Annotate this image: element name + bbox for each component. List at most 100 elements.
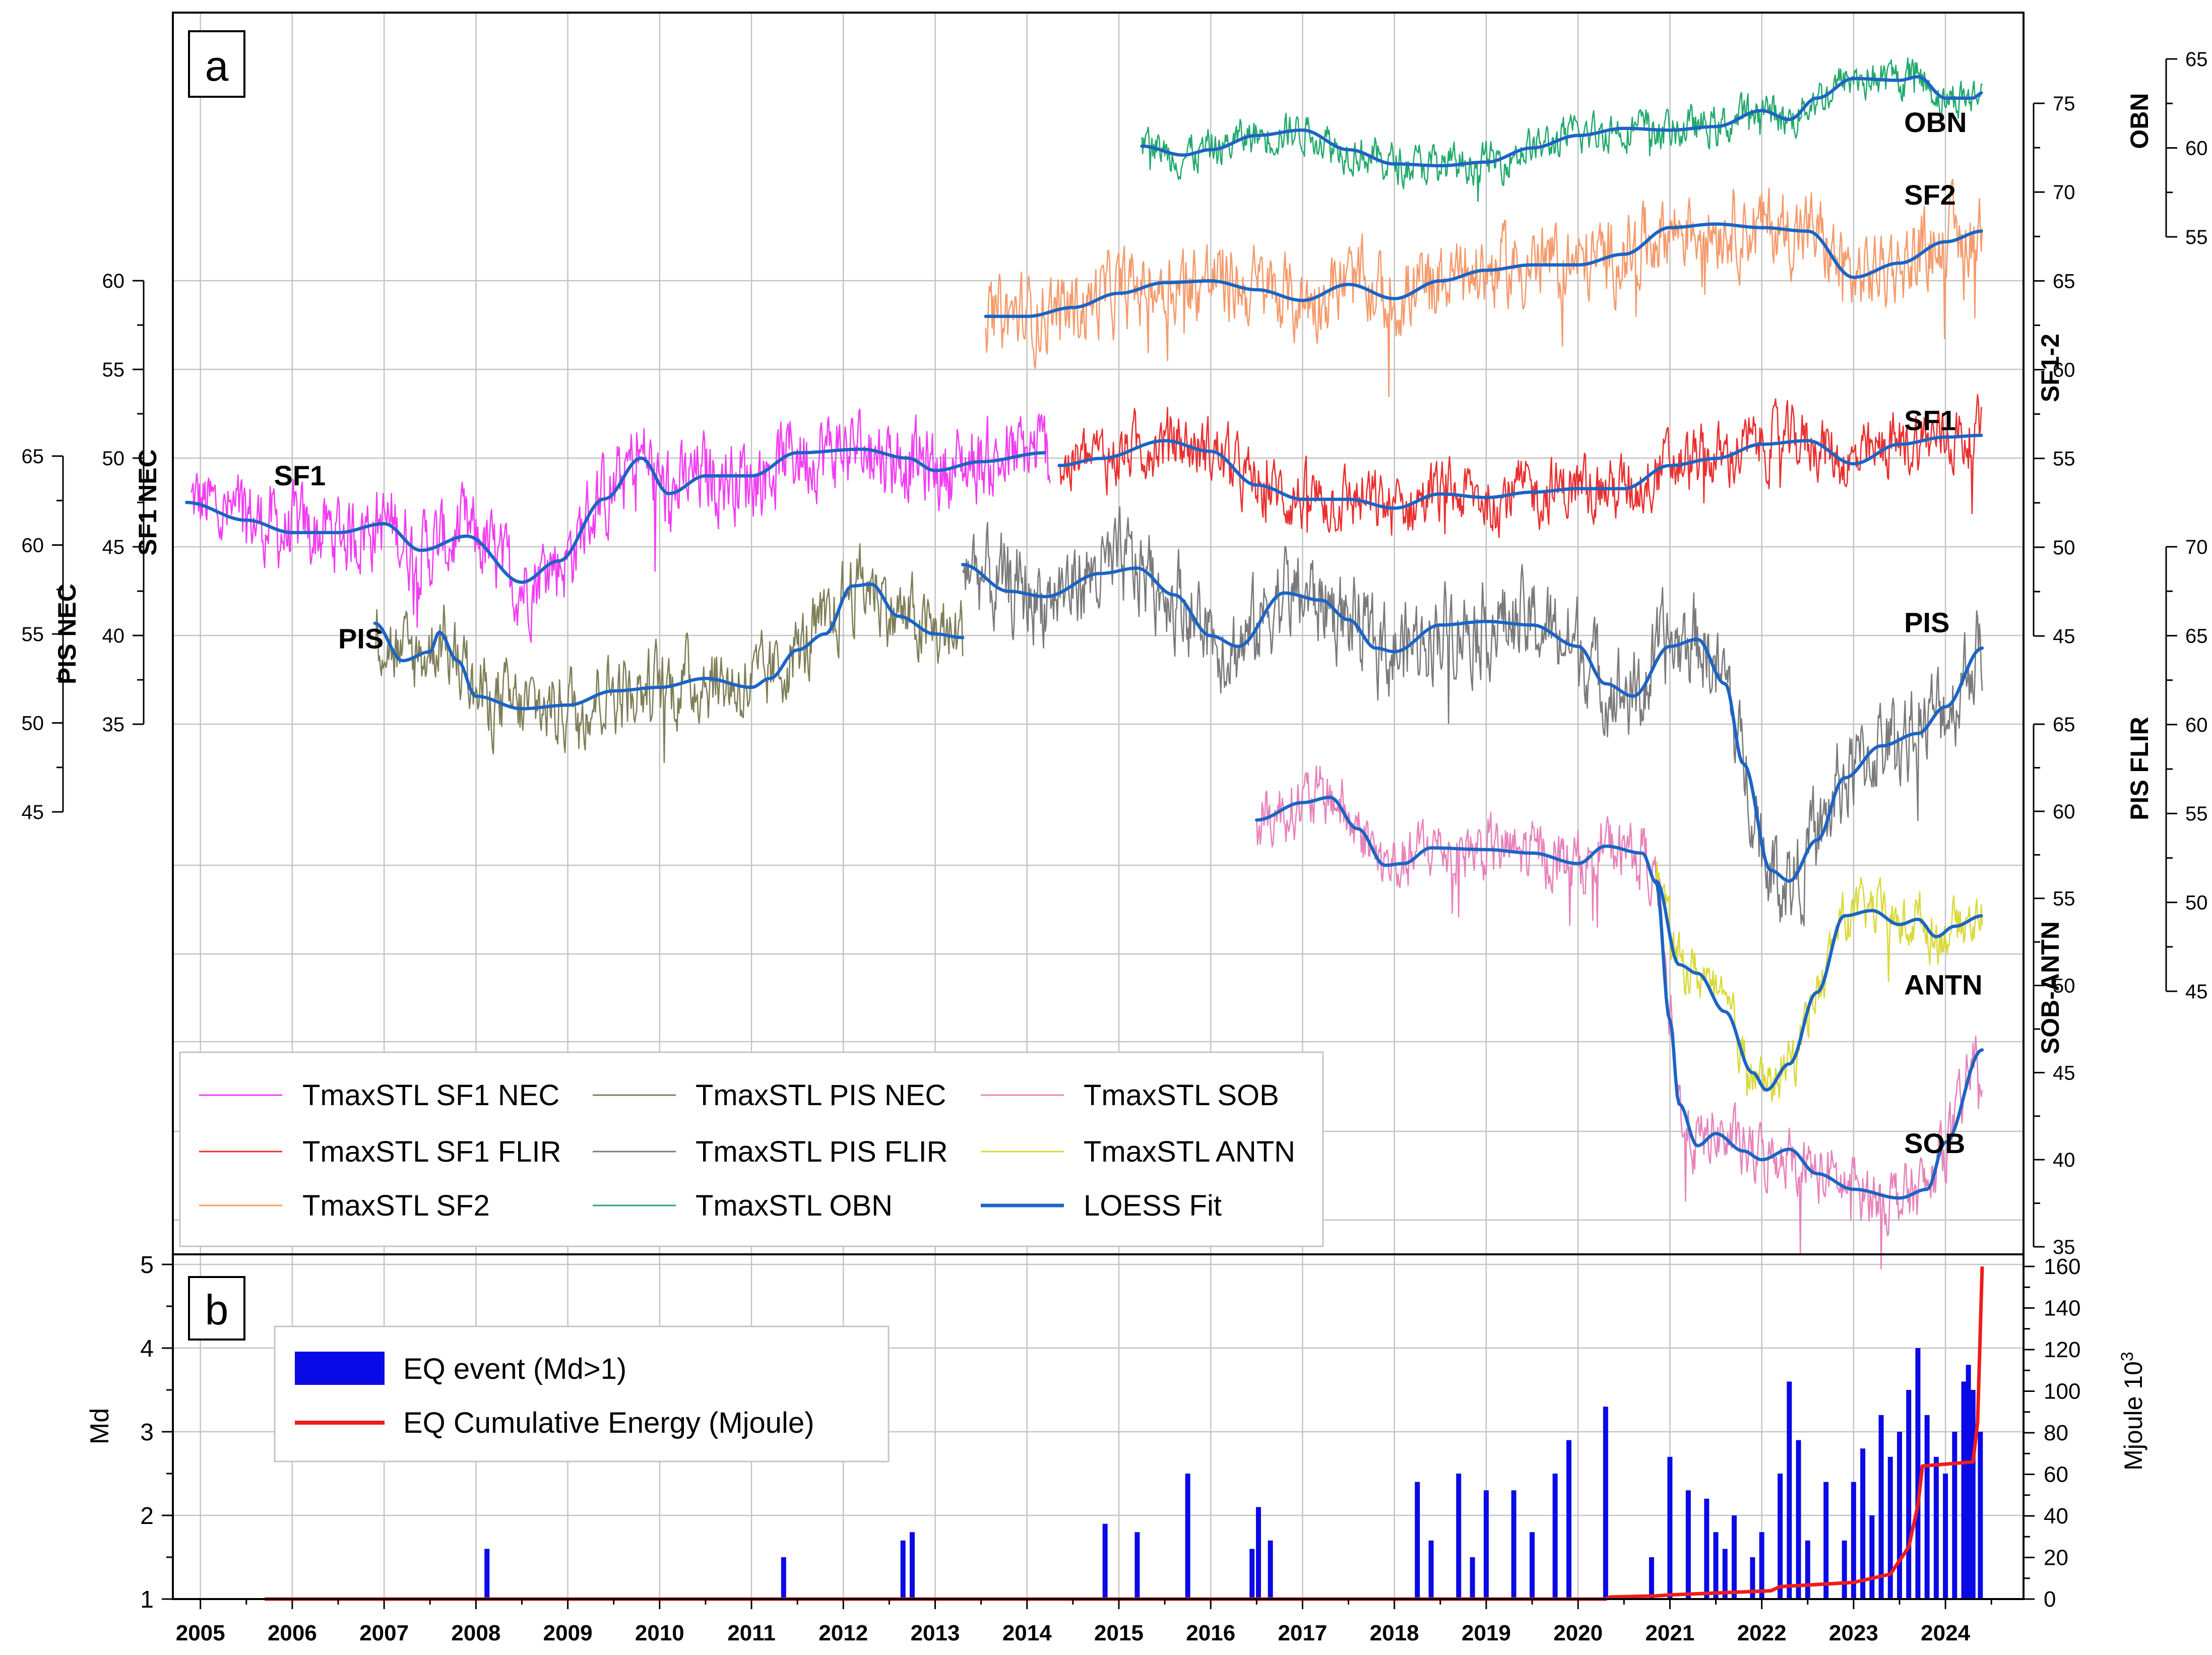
eq-event-bar	[1906, 1390, 1912, 1599]
eq-event-bar	[1649, 1557, 1654, 1599]
legend-label: TmaxSTL PIS FLIR	[696, 1135, 948, 1168]
series-label: SF1	[1904, 405, 1956, 436]
axis-tick-label: 70	[2185, 536, 2208, 558]
series-labels: SF1 PIS OBN SF2 SF1 PIS ANTN SOB	[274, 106, 1982, 1159]
loess-fit-line	[984, 222, 1983, 319]
axis-title: PIS FLIR	[2125, 717, 2154, 820]
eq-event-bar	[1860, 1448, 1866, 1599]
panel-label-box	[188, 30, 245, 98]
plot-frame-b	[172, 1253, 2025, 1600]
eq-event-bar	[1970, 1390, 1976, 1599]
axis-tick-label: 160	[2044, 1254, 2080, 1279]
loess-fit-line	[1140, 75, 1983, 168]
eq-event-bar	[1722, 1549, 1728, 1599]
axis-tick-label: 35	[102, 714, 125, 736]
legend-label: TmaxSTL PIS NEC	[696, 1079, 946, 1112]
x-tick-label: 2011	[727, 1621, 775, 1645]
axis-tick-label: 35	[2053, 1236, 2075, 1258]
legend-label: TmaxSTL SF1 FLIR	[302, 1135, 561, 1168]
x-tick-label: 2019	[1462, 1621, 1511, 1645]
eq-event-bar	[1897, 1432, 1902, 1599]
axis-tick-label: 4	[140, 1335, 154, 1362]
axis-tick-label: 45	[102, 536, 125, 558]
x-tick-label: 2023	[1829, 1621, 1878, 1645]
x-tick-label: 2018	[1370, 1621, 1419, 1645]
eq-event-bar	[1470, 1557, 1475, 1599]
axis-tick-label: 55	[2185, 803, 2208, 825]
x-tick-label: 2009	[543, 1621, 593, 1645]
axis-tick-label: 0	[2044, 1587, 2056, 1612]
eq-event-bar	[1750, 1557, 1755, 1599]
eq-event-bar	[1878, 1415, 1884, 1599]
x-tick-label: 2007	[359, 1621, 409, 1645]
loess-fit-line	[1255, 795, 1984, 1200]
eq-event-bar	[1869, 1515, 1875, 1599]
x-tick-label: 2021	[1645, 1621, 1694, 1645]
axis-tick-label: 75	[2053, 93, 2075, 115]
axis-tick-label: 55	[2185, 226, 2208, 248]
axis-tick-label: 65	[22, 445, 44, 468]
eq-event-bar	[1185, 1474, 1190, 1599]
legend-label: TmaxSTL ANTN	[1084, 1135, 1295, 1168]
axis-tick-label: 1	[140, 1586, 154, 1613]
axis-title-superscript: 3	[2118, 1352, 2137, 1361]
axis-tick-label: 60	[2053, 359, 2075, 381]
axis-tick-label: 2	[140, 1503, 154, 1530]
axis-tick-label: 60	[22, 535, 44, 557]
series-label: PIS	[1904, 607, 1949, 639]
eq-event-bar	[1667, 1456, 1673, 1599]
eq-event-bar	[1796, 1440, 1801, 1599]
axis-title: Md	[85, 1408, 114, 1444]
x-tick-label: 2012	[818, 1621, 868, 1645]
eq-event-bar	[1685, 1490, 1691, 1599]
axis-tick-label: 55	[2053, 448, 2075, 470]
legend-label: EQ event (Md>1)	[403, 1353, 626, 1385]
legend-swatch	[295, 1352, 385, 1385]
axes-panel-a: 35 40 45 50 55 60 SF1 NEC 45 50 55 60 65 PIS NEC 45 50…	[22, 48, 2208, 1258]
eq-event-bar	[909, 1532, 915, 1599]
axis-title: PIS NEC	[53, 584, 81, 684]
eq-event-bar	[1915, 1348, 1921, 1599]
axis-tick-label: 3	[140, 1419, 154, 1446]
eq-event-bar	[1566, 1440, 1571, 1599]
eq-event-bar	[1787, 1381, 1792, 1599]
raw-series-line	[1141, 57, 1983, 202]
eq-event-bar	[1134, 1532, 1140, 1599]
eq-event-bar	[1842, 1540, 1847, 1599]
loess-fit-line	[1654, 879, 1983, 1092]
axis-tick-label: 60	[102, 270, 125, 292]
eq-event-bar	[1511, 1490, 1516, 1599]
eq-event-bar	[1961, 1381, 1967, 1599]
x-tick-label: 2013	[911, 1621, 960, 1645]
eq-event-bar	[900, 1540, 906, 1599]
eq-event-bar	[1823, 1482, 1829, 1599]
axis-tick-label: 50	[102, 448, 125, 470]
axis-tick-label: 120	[2044, 1338, 2080, 1362]
x-tick-label: 2010	[635, 1621, 684, 1645]
axis-tick-label: 100	[2044, 1379, 2080, 1404]
panel-label: b	[205, 1286, 229, 1333]
series-label: PIS	[338, 623, 384, 655]
x-tick-label: 2020	[1553, 1621, 1603, 1645]
axis-tick-label: 45	[2053, 1062, 2075, 1084]
x-tick-label: 2016	[1186, 1621, 1235, 1645]
raw-series-line	[1059, 394, 1983, 538]
eq-event-bar	[1924, 1415, 1930, 1599]
axis-tick-label: 20	[2044, 1546, 2068, 1570]
loess-fit-line	[1057, 433, 1983, 510]
axis-tick-label: 40	[2053, 1149, 2075, 1171]
axis-tick-label: 60	[2185, 138, 2208, 160]
eq-event-bar	[1778, 1474, 1783, 1599]
axis-title: SOB-ANTN	[2036, 921, 2064, 1054]
eq-event-bar	[1704, 1498, 1710, 1599]
eq-event-bar	[1805, 1540, 1810, 1599]
eq-event-bar	[1552, 1474, 1558, 1599]
grid-panel-a	[173, 13, 2024, 1254]
series-label: SF1	[274, 460, 326, 491]
axis-tick-label: 50	[2185, 892, 2208, 914]
eq-event-bar	[781, 1557, 786, 1599]
eq-event-bar	[1731, 1515, 1737, 1599]
legend-panel-a: TmaxSTL SF1 NEC TmaxSTL SF1 FLIR TmaxSTL S…	[179, 1051, 1324, 1247]
panel-label: a	[205, 42, 229, 90]
axis-tick-label: 45	[2185, 981, 2208, 1003]
